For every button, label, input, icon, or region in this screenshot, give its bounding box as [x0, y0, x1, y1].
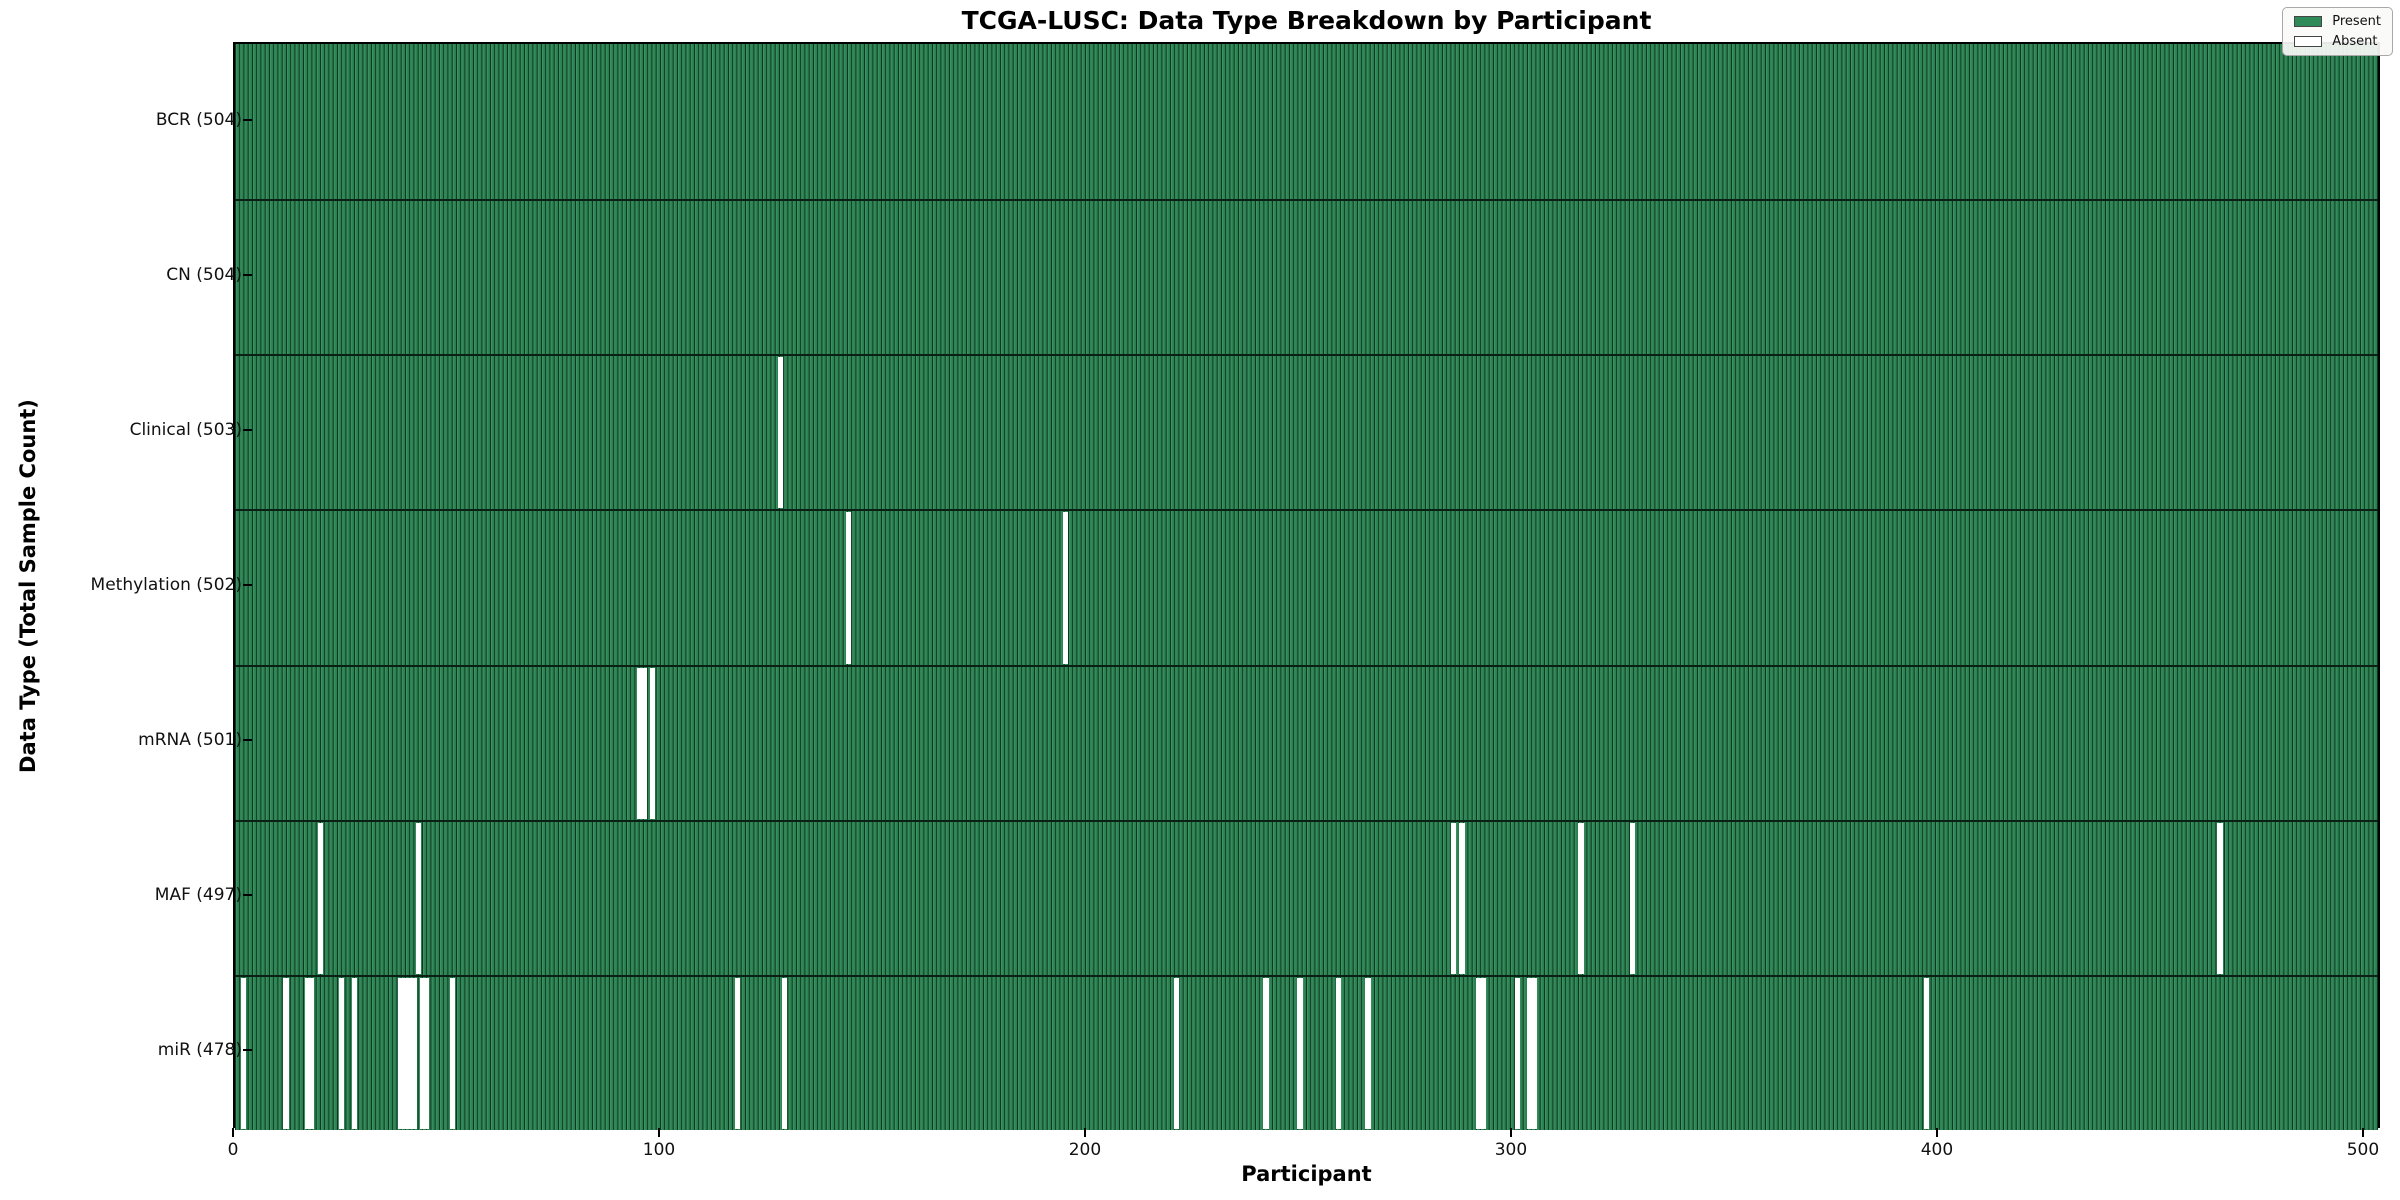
absent-gap [411, 977, 417, 1129]
absent-gap [1297, 977, 1303, 1129]
x-tick-label-400: 400 [1920, 1140, 1954, 1160]
row-band-BCR [235, 44, 2378, 200]
absent-gap [1531, 977, 1537, 1129]
absent-gap [338, 977, 345, 1129]
absent-gap [1514, 977, 1520, 1129]
x-tick-label-0: 0 [227, 1140, 239, 1160]
absent-gap [845, 512, 852, 664]
legend-swatch-icon [2294, 16, 2323, 27]
absent-gap [415, 822, 421, 974]
absent-gap [309, 977, 315, 1129]
legend-label: Present [2332, 14, 2381, 29]
plot-area [233, 42, 2380, 1130]
absent-gap [406, 977, 413, 1129]
y-tick-mark [243, 118, 252, 121]
y-tick-mark [243, 584, 252, 586]
absent-gap [304, 977, 311, 1129]
row-band-Methylation [235, 509, 2378, 665]
absent-gap [1476, 977, 1482, 1129]
row-band-miR [235, 974, 2378, 1130]
y-tick-mark [243, 428, 252, 431]
absent-gap [1578, 822, 1584, 974]
absent-gap [351, 977, 357, 1129]
absent-gap [1459, 822, 1465, 974]
y-tick-label-miR: miR (478) [157, 1040, 242, 1061]
absent-gap [449, 977, 455, 1129]
legend-entry-present: Present [2294, 15, 2381, 28]
x-tick-label-200: 200 [1068, 1140, 1102, 1160]
x-tick-mark [1935, 1128, 1938, 1137]
x-axis-label: Participant [1241, 1162, 1372, 1186]
absent-gap [1629, 822, 1635, 974]
absent-gap [398, 977, 404, 1129]
y-axis-label: Data Type (Total Sample Count) [16, 399, 40, 773]
absent-gap [1450, 822, 1456, 974]
absent-gap [1263, 977, 1269, 1129]
absent-gap [1527, 977, 1533, 1129]
y-tick-label-Clinical: Clinical (503) [129, 419, 242, 440]
x-tick-label-300: 300 [1494, 1140, 1528, 1160]
absent-gap [777, 357, 783, 509]
absent-gap [424, 977, 430, 1129]
legend-label: Absent [2332, 34, 2378, 49]
x-tick-mark [232, 1128, 234, 1137]
x-tick-mark [2361, 1128, 2364, 1137]
absent-gap [1480, 977, 1486, 1129]
absent-gap [1923, 977, 1929, 1129]
y-tick-mark [243, 894, 252, 897]
absent-gap [1173, 977, 1180, 1129]
absent-gap [283, 977, 289, 1129]
absent-gap [781, 977, 788, 1129]
y-tick-label-mRNA: mRNA (501) [138, 730, 242, 751]
legend-swatch-icon [2294, 36, 2323, 47]
legend-entry-absent: Absent [2294, 35, 2381, 48]
y-tick-mark [243, 1049, 252, 1052]
x-tick-label-100: 100 [642, 1140, 676, 1160]
x-tick-label-500: 500 [2346, 1140, 2380, 1160]
row-band-mRNA [235, 664, 2378, 820]
absent-gap [649, 667, 656, 819]
y-tick-mark [243, 273, 252, 276]
chart-title: TCGA-LUSC: Data Type Breakdown by Partic… [961, 6, 1652, 35]
y-tick-label-BCR: BCR (504) [155, 109, 242, 130]
absent-gap [317, 822, 323, 974]
absent-gap [402, 977, 409, 1129]
absent-gap [240, 977, 247, 1129]
y-tick-label-CN: CN (504) [166, 264, 242, 285]
absent-gap [1335, 977, 1341, 1129]
y-tick-mark [243, 739, 252, 742]
legend: Present Absent [2282, 7, 2393, 56]
absent-gap [2217, 822, 2223, 974]
absent-gap [641, 667, 647, 819]
absent-gap [419, 977, 426, 1129]
y-tick-label-MAF: MAF (497) [154, 885, 242, 906]
absent-gap [1365, 977, 1371, 1129]
x-tick-mark [1509, 1128, 1512, 1137]
absent-gap [637, 667, 643, 819]
absent-gap [1063, 512, 1069, 664]
x-tick-mark [657, 1128, 660, 1137]
absent-gap [735, 977, 741, 1129]
row-band-Clinical [235, 354, 2378, 510]
row-band-MAF [235, 819, 2378, 975]
y-tick-label-Methylation: Methylation (502) [90, 575, 242, 595]
row-band-CN [235, 199, 2378, 355]
x-tick-mark [1083, 1128, 1086, 1137]
